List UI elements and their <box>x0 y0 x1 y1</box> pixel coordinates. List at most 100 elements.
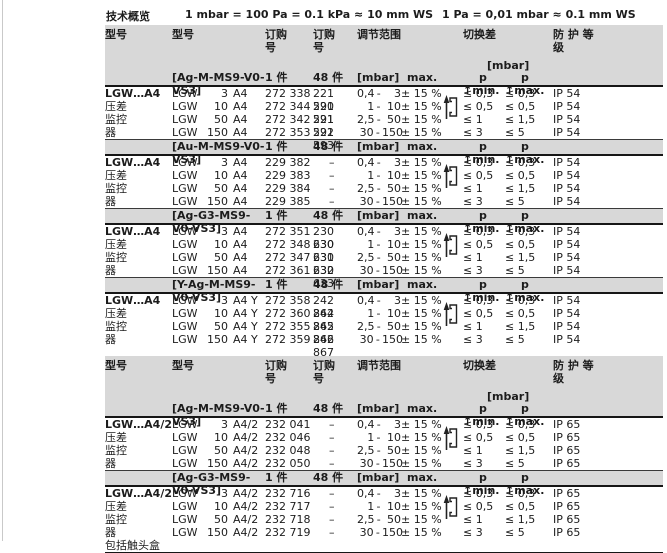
range-low: 30 <box>359 333 374 346</box>
qty-single-header: 1 件 <box>265 402 288 415</box>
diff-min-cell: ≤ 3 <box>463 126 483 139</box>
order-bulk-cell: 221 593 <box>313 126 334 152</box>
model-size: 150 <box>207 333 228 346</box>
diff-max-cell: ≤ 1,5 <box>505 182 536 195</box>
model-size: 50 <box>214 320 228 333</box>
diff-min-cell: ≤ 1 <box>463 182 483 195</box>
series-label: 器 <box>105 195 116 208</box>
series-label: 压差 <box>105 238 127 251</box>
range-low: 1 <box>367 500 375 513</box>
model-suffix: A4 <box>233 156 248 169</box>
diff-max-cell: ≤ 1,5 <box>505 320 536 333</box>
order-bulk-cell: – <box>329 457 335 470</box>
p-max-header: p ↑max. <box>505 209 545 235</box>
conversion-formula-left: 1 mbar = 100 Pa = 0.1 kPa ≈ 10 mm WS <box>185 8 434 21</box>
diff-min-cell: ≤ 1 <box>463 113 483 126</box>
model-series: LGW <box>172 487 198 500</box>
range-cell: 2,5-50 <box>357 513 401 526</box>
p-max-header: p ↑max. <box>505 71 545 97</box>
range-dash: - <box>376 251 381 264</box>
variant-code: [Ag-M-MS9-V0-VS3] <box>172 71 265 97</box>
range-cell: 0,4-3 <box>357 87 401 100</box>
range-low: 1 <box>367 307 375 320</box>
range-cell: 30-150 <box>357 126 403 139</box>
tolerance-cell: ± 15 % <box>401 500 442 513</box>
col-header-range: 调节范围 <box>357 28 401 41</box>
order-bulk-cell: – <box>329 156 335 169</box>
range-low: 1 <box>367 100 375 113</box>
header-row-1: 型号 型号 订购 号 订购 号 调节范围 切换差 防 护 等 级 <box>105 25 663 59</box>
conversion-bar: 技术概览 1 mbar = 100 Pa = 0.1 kPa ≈ 10 mm W… <box>105 8 667 25</box>
pressure-rise-switch-icon <box>443 232 458 261</box>
spec-table-lgw-a4-2: 型号 型号 订购 号订购 号调节范围 切换差防 护 等 级 [mbar] [Ag-M-MS… <box>105 356 663 553</box>
p-max-header: p ↑max. <box>505 471 545 497</box>
order-bulk-cell: 230 632 <box>313 251 334 277</box>
series-label: 器 <box>105 264 116 277</box>
qty-bulk-header: 48 件 <box>313 278 344 291</box>
protection-cell: IP 65 <box>553 444 581 457</box>
p-max-header: p ↑max. <box>505 402 545 428</box>
diff-min-cell: ≤ 1 <box>463 513 483 526</box>
model-size: 150 <box>207 457 228 470</box>
model-suffix: A4 <box>233 182 248 195</box>
col-header-switching-diff: 切换差 <box>463 359 496 372</box>
range-high: 50 <box>387 182 401 195</box>
series-label: LGW…A4/2 <box>105 487 173 500</box>
header-row-2: [mbar] <box>105 59 663 72</box>
order-bulk-cell: – <box>329 431 335 444</box>
model-size: 50 <box>214 182 228 195</box>
range-low: 0,4 <box>357 156 375 169</box>
series-label: 监控 <box>105 444 127 457</box>
range-high: 3 <box>394 294 401 307</box>
range-high: 10 <box>387 169 401 182</box>
range-low: 2,5 <box>357 113 375 126</box>
model-cell: LGW 50 A4 <box>172 182 265 195</box>
col-header-order-bulk: 订购 号 <box>313 359 335 385</box>
model-suffix: A4 <box>233 87 248 100</box>
order-single-cell: 229 384 <box>265 182 311 195</box>
model-suffix: A4 Y <box>233 320 258 333</box>
col-header-model-group: 型号 <box>105 28 127 41</box>
series-label: 监控 <box>105 251 127 264</box>
diff-max-cell: ≤ 1,5 <box>505 513 536 526</box>
table-row: 压差 LGW 10 A4 272 344 221 591 1-10 ± 15 % ≤ 0,5 ≤ … <box>105 100 663 126</box>
model-size: 50 <box>214 444 228 457</box>
order-bulk-cell: – <box>329 195 335 208</box>
order-bulk-cell: 242 866 <box>313 320 334 346</box>
model-suffix: A4 <box>233 195 248 208</box>
range-high: 50 <box>387 320 401 333</box>
range-dash: - <box>376 294 381 307</box>
tolerance-cell: ± 15 % <box>401 113 442 126</box>
order-single-cell: 232 716 <box>265 487 311 500</box>
model-cell: LGW 10 A4 Y <box>172 307 265 320</box>
col-header-range: 调节范围 <box>357 359 401 372</box>
protection-cell: IP 54 <box>553 264 581 277</box>
diff-min-cell: ≤ 1 <box>463 251 483 264</box>
model-series: LGW <box>172 513 198 526</box>
diff-max-cell: ≤ 5 <box>505 264 525 277</box>
section-rows: LGW…A4 LGW 3 A4 272 338 221 590 0,4-3 ± 15 % ≤ 0… <box>105 87 663 152</box>
diff-min-cell: ≤ 0,3 <box>463 225 494 238</box>
model-cell: LGW 3 A4 <box>172 225 265 238</box>
model-suffix: A4 <box>233 169 248 182</box>
model-series: LGW <box>172 294 198 307</box>
series-label: LGW…A4/2 <box>105 418 173 431</box>
model-series: LGW <box>172 320 198 333</box>
qty-bulk-header: 48 件 <box>313 71 344 84</box>
model-cell: LGW 50 A4 Y <box>172 320 265 333</box>
diff-min-cell: ≤ 0,3 <box>463 156 494 169</box>
model-suffix: A4 Y <box>233 307 258 320</box>
diff-min-cell: ≤ 0,5 <box>463 100 494 113</box>
diff-min-cell: ≤ 0,3 <box>463 294 494 307</box>
col-header-order-single: 订购 号 <box>265 28 287 54</box>
tolerance-cell: ± 15 % <box>401 195 442 208</box>
qty-bulk-header: 48 件 <box>313 402 344 415</box>
diff-max-cell: ≤ 0,3 <box>505 294 536 307</box>
protection-cell: IP 54 <box>553 182 581 195</box>
range-high: 50 <box>387 251 401 264</box>
series-label: 器 <box>105 126 116 139</box>
model-cell: LGW 50 A4 <box>172 251 265 264</box>
diff-max-cell: ≤ 5 <box>505 526 525 539</box>
series-label: 压差 <box>105 169 127 182</box>
model-series: LGW <box>172 500 198 513</box>
